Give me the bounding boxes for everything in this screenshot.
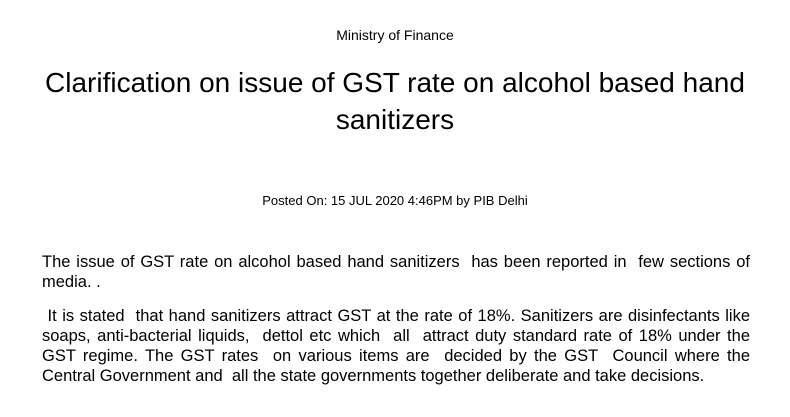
posted-info: Posted On: 15 JUL 2020 4:46PM by PIB Del… [262,193,528,208]
release-title: Clarification on issue of GST rate on al… [45,67,745,135]
paragraph: It is stated that hand sanitizers attrac… [42,307,755,385]
ministry-name: Ministry of Finance [336,27,454,43]
paragraph: The issue of GST rate on alcohol based h… [42,253,755,291]
